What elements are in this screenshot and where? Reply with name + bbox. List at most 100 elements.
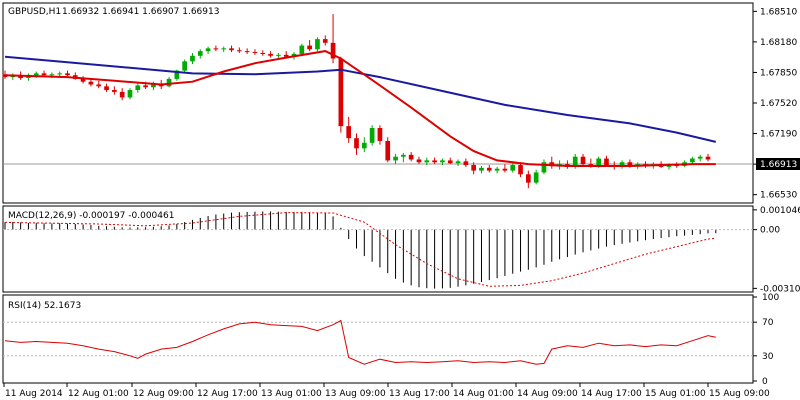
candle-body (354, 138, 359, 149)
candle-body (533, 172, 539, 183)
candle-body (57, 73, 63, 75)
candles (2, 14, 711, 189)
time-tick-label: 15 Aug 09:00 (709, 389, 770, 399)
current-price-tag: 1.66913 (760, 160, 797, 170)
candle-body (369, 128, 375, 143)
candle-body (244, 51, 250, 53)
rsi-pane: RSI(14) 52.1673 100 70 30 0 (2, 293, 779, 387)
candle-body (447, 160, 453, 164)
macd-signal-line (4, 212, 716, 287)
time-tick-label: 12 Aug 01:00 (68, 389, 129, 399)
candle-body (315, 39, 320, 50)
ohlc-label: 1.66932 1.66941 1.66907 1.66913 (62, 7, 219, 17)
candle-body (119, 91, 125, 98)
candle-body (166, 78, 172, 87)
candle-body (393, 156, 398, 161)
candle-body (229, 48, 234, 51)
candle-body (471, 165, 477, 171)
rsi-axis: 100 70 30 0 (753, 293, 779, 387)
candle-body (377, 128, 383, 141)
candle-body (526, 174, 531, 183)
candle-body (307, 45, 312, 50)
rsi-tick-label: 30 (762, 352, 774, 362)
candle-body (104, 86, 109, 91)
candle-body (494, 168, 500, 171)
candle-body (299, 45, 305, 54)
price-pane-frame (2, 2, 754, 204)
macd-tick-label: -0.003108 (760, 284, 800, 294)
candle-body (96, 84, 102, 87)
macd-pane: MACD(12,26,9) -0.000197 -0.000461 0.0010… (2, 205, 800, 294)
fast-moving-average-line (4, 50, 716, 167)
candle-body (697, 156, 703, 159)
candle-body (455, 161, 461, 164)
current-price-box (756, 158, 800, 170)
candle-body (322, 39, 328, 43)
candle-body (213, 48, 219, 50)
time-tick-label: 12 Aug 17:00 (197, 389, 258, 399)
candle-body (580, 156, 586, 165)
candle-body (510, 165, 516, 171)
candle-body (440, 160, 445, 163)
candle-body (424, 160, 430, 163)
candle-body (135, 85, 141, 91)
rsi-tick-label: 0 (762, 377, 768, 387)
candle-body (596, 158, 601, 166)
candle-body (666, 165, 672, 167)
candle-body (151, 83, 156, 88)
candle-body (33, 73, 39, 76)
candle-body (690, 158, 695, 163)
candle-body (252, 52, 258, 54)
candle-body (143, 85, 148, 88)
macd-axis: 0.001046 0.00 -0.003108 (753, 206, 800, 294)
candle-body (10, 76, 16, 78)
candle-body (416, 159, 422, 163)
price-tick-label: 1.67850 (760, 68, 797, 78)
candle-body (65, 73, 70, 76)
price-tick-label: 1.67190 (760, 130, 797, 140)
macd-histogram (4, 211, 717, 289)
rsi-tick-label: 70 (762, 318, 774, 328)
price-tick-label: 1.68180 (760, 38, 797, 48)
candle-body (80, 78, 86, 82)
candle-body (338, 58, 344, 127)
slow-moving-average-line (4, 55, 717, 143)
macd-tick-label: 0.00 (760, 226, 780, 236)
time-tick-label: 13 Aug 09:00 (325, 389, 386, 399)
price-tick-label: 1.67520 (760, 99, 797, 109)
candle-body (502, 168, 508, 171)
candle-body (260, 53, 266, 54)
candle-body (330, 42, 336, 59)
candle-body (479, 167, 484, 171)
candle-body (549, 162, 555, 166)
candle-body (604, 158, 609, 166)
candle-body (401, 154, 406, 157)
rsi-tick-label: 100 (762, 293, 779, 303)
candle-body (18, 76, 23, 78)
time-tick-label: 12 Aug 09:00 (133, 389, 194, 399)
price-pane: GBPUSD,H1 1.66932 1.66941 1.66907 1.6691… (2, 2, 800, 204)
price-axis: 1.685101.681801.678501.675201.671901.668… (753, 7, 797, 201)
candle-body (432, 160, 437, 163)
rsi-pane-frame (2, 294, 754, 384)
rsi-label: RSI(14) 52.1673 (8, 301, 81, 311)
candle-body (283, 54, 289, 57)
time-tick-label: 13 Aug 17:00 (389, 389, 450, 399)
candle-body (361, 142, 367, 149)
symbol-label: GBPUSD,H1 (8, 7, 61, 17)
time-tick-label: 13 Aug 01:00 (261, 389, 322, 399)
candle-body (88, 81, 94, 85)
candle-body (619, 162, 625, 167)
candle-body (182, 61, 187, 71)
candle-body (221, 48, 227, 50)
candle-body (486, 167, 492, 171)
candle-body (572, 156, 578, 167)
candle-body (197, 51, 203, 56)
price-tick-label: 1.66530 (760, 191, 797, 201)
candle-body (627, 162, 633, 166)
candle-body (127, 90, 133, 98)
candle-body (236, 50, 242, 52)
time-tick-label: 14 Aug 17:00 (581, 389, 642, 399)
candle-body (205, 48, 211, 52)
